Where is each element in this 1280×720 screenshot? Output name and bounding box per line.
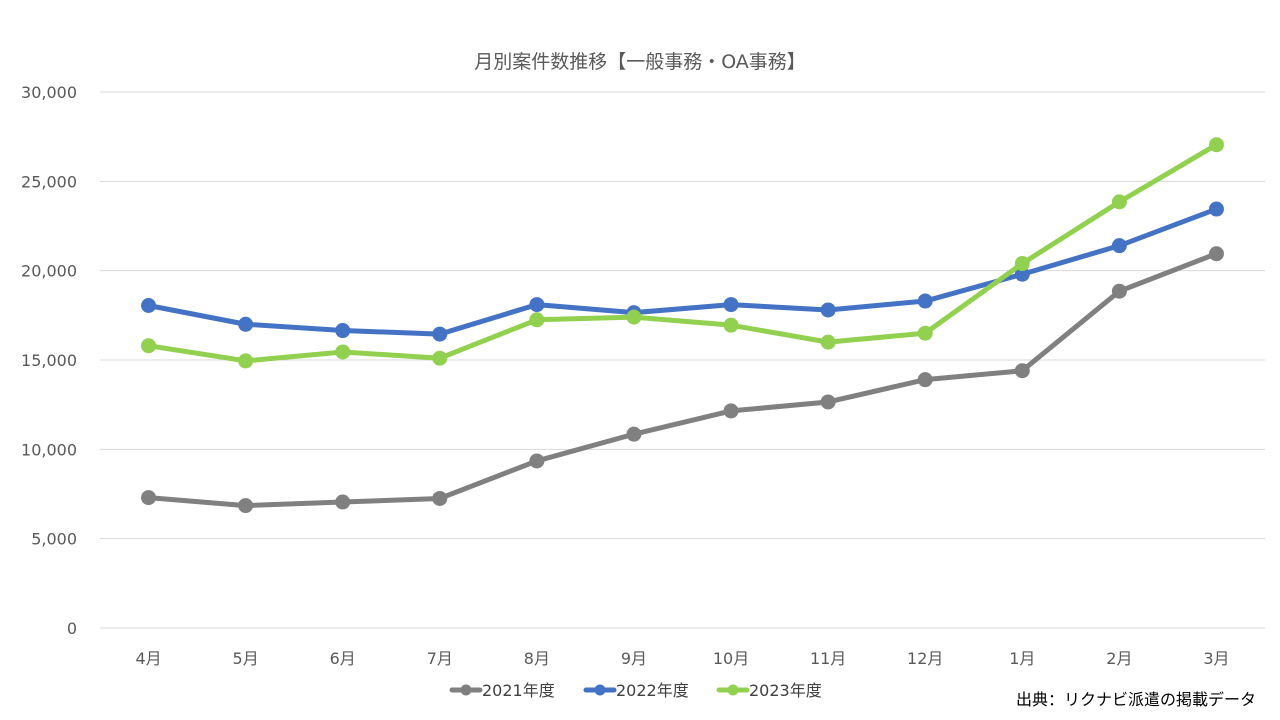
x-tick-label: 6月 <box>330 649 356 668</box>
data-point <box>723 317 739 333</box>
x-tick-label: 1月 <box>1009 649 1035 668</box>
data-point <box>723 403 739 419</box>
data-point <box>529 453 545 469</box>
data-point <box>432 490 448 506</box>
source-note: 出典：リクナビ派遣の掲載データ <box>1016 690 1256 709</box>
data-point <box>1014 266 1030 282</box>
data-point <box>432 326 448 342</box>
data-point <box>141 338 157 354</box>
data-point <box>1111 194 1127 210</box>
x-tick-label: 8月 <box>524 649 550 668</box>
data-point <box>335 344 351 360</box>
data-point <box>1208 246 1224 262</box>
data-point <box>820 334 836 350</box>
legend: 2021年度 2022年度 2023年度 <box>449 681 822 700</box>
series-line <box>146 251 1219 509</box>
data-point <box>917 293 933 309</box>
y-tick-label: 30,000 <box>21 83 77 102</box>
data-point <box>1208 201 1224 217</box>
legend-point-marker <box>594 684 606 696</box>
series-line <box>146 142 1219 364</box>
data-point <box>820 394 836 410</box>
x-tick-label: 4月 <box>135 649 161 668</box>
legend-point-marker <box>727 684 739 696</box>
x-tick-label: 2月 <box>1106 649 1132 668</box>
data-point <box>820 302 836 318</box>
data-point <box>529 297 545 313</box>
chart-title: 月別案件数推移【一般事務・OA事務】 <box>474 51 806 73</box>
data-point <box>626 309 642 325</box>
y-tick-label: 25,000 <box>21 172 77 191</box>
series-1 <box>141 246 1224 514</box>
data-point <box>529 312 545 328</box>
x-tick-label: 5月 <box>233 649 259 668</box>
x-tick-label: 7月 <box>427 649 453 668</box>
data-point <box>1208 137 1224 153</box>
y-tick-label: 15,000 <box>21 351 77 370</box>
legend-point-marker <box>460 684 472 696</box>
y-axis-ticks: 0 5,000 10,000 15,000 20,000 25,000 30,000 <box>21 83 77 638</box>
legend-item: 2021年度 <box>449 681 555 700</box>
data-point <box>917 325 933 341</box>
x-tick-label: 10月 <box>713 649 749 668</box>
grid-lines <box>100 91 1265 629</box>
data-point <box>238 353 254 369</box>
legend-label: 2021年度 <box>482 681 555 700</box>
data-point <box>238 498 254 514</box>
data-point <box>1014 256 1030 272</box>
x-tick-label: 3月 <box>1203 649 1229 668</box>
data-point <box>723 297 739 313</box>
data-point <box>141 490 157 506</box>
data-point <box>335 494 351 510</box>
data-point <box>141 298 157 314</box>
y-tick-label: 5,000 <box>31 530 77 549</box>
data-point <box>917 372 933 388</box>
data-point <box>1014 363 1030 379</box>
legend-label: 2023年度 <box>749 681 822 700</box>
y-tick-label: 0 <box>67 619 77 638</box>
x-tick-label: 9月 <box>621 649 647 668</box>
legend-item: 2022年度 <box>583 681 689 700</box>
y-tick-label: 10,000 <box>21 440 77 459</box>
x-axis-ticks: 4月 5月 6月 7月 8月 9月 10月 11月 12月 1月 2月 3月 <box>135 649 1229 668</box>
y-tick-label: 20,000 <box>21 262 77 281</box>
series-3 <box>141 137 1224 369</box>
x-tick-label: 11月 <box>810 649 846 668</box>
data-point <box>335 323 351 339</box>
data-point <box>1111 283 1127 299</box>
series-lines <box>141 137 1224 514</box>
series-line <box>146 206 1219 337</box>
data-point <box>238 316 254 332</box>
data-point <box>626 426 642 442</box>
legend-item: 2023年度 <box>716 681 822 700</box>
legend-label: 2022年度 <box>616 681 689 700</box>
data-point <box>1111 238 1127 254</box>
x-tick-label: 12月 <box>907 649 943 668</box>
data-point <box>432 350 448 366</box>
